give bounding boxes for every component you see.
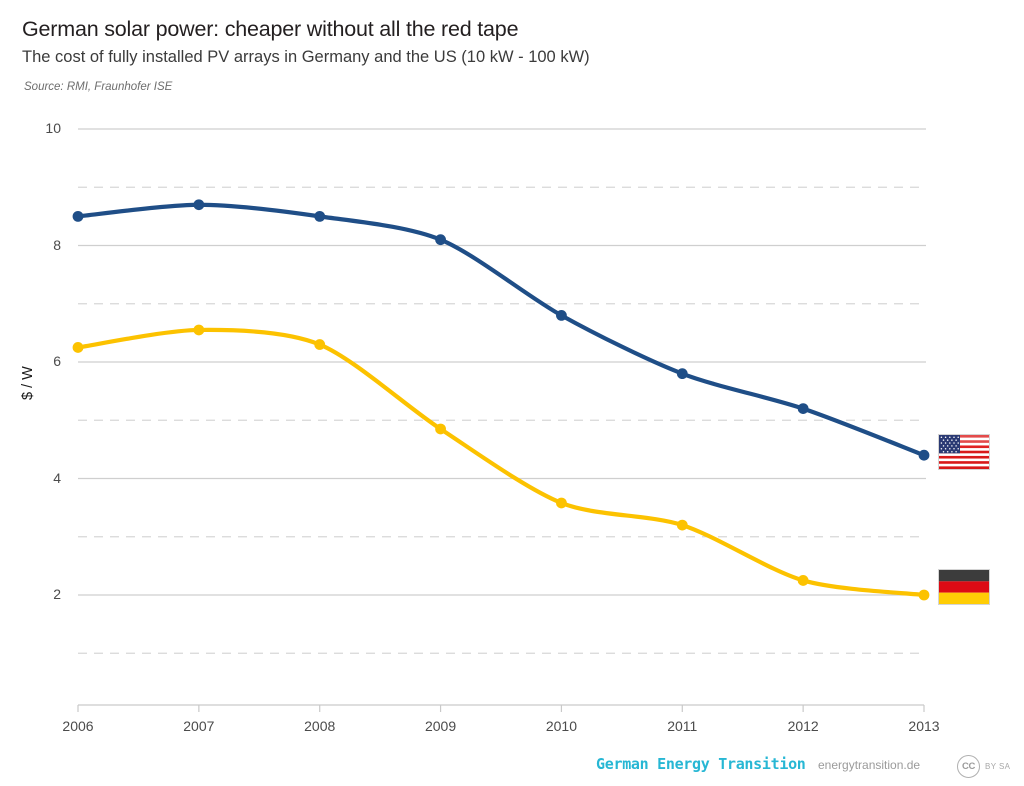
series-line-us (75, 202, 927, 458)
data-point (676, 519, 688, 531)
de-flag-svg (939, 570, 989, 604)
y-axis-label: $ / W (20, 366, 36, 400)
data-point (435, 423, 446, 435)
x-axis-tick-label: 2008 (304, 718, 336, 734)
x-axis-tick-label: 2007 (183, 718, 215, 734)
y-axis-tick-label: 4 (53, 469, 61, 486)
x-axis-tick-label: 2009 (424, 718, 457, 734)
data-point (193, 199, 205, 211)
y-axis-tick-label: 10 (45, 120, 61, 136)
brand-wordmark: German Energy Transition (596, 755, 806, 773)
data-point (797, 403, 809, 414)
data-point (314, 339, 326, 350)
creative-commons-badge: CC BY SA (957, 755, 1010, 778)
us-flag-svg (939, 435, 989, 469)
data-point (314, 210, 326, 222)
data-point (797, 575, 809, 586)
germany-flag-icon (938, 569, 990, 605)
site-url-text[interactable]: energytransition.de (818, 758, 921, 772)
series-points (72, 199, 930, 601)
x-axis-tick-label: 2013 (908, 718, 940, 734)
x-axis-tick-label: 2010 (545, 718, 577, 734)
data-point (556, 310, 567, 321)
x-axis-tick-label: 2011 (667, 718, 698, 734)
chart-subtitle: The cost of fully installed PV arrays in… (22, 47, 590, 66)
x-axis-tick-label: 2012 (787, 718, 819, 734)
minor-gridlines (78, 186, 926, 654)
cc-icon: CC (957, 755, 980, 778)
chart-header: German solar power: cheaper without all … (22, 16, 1002, 93)
data-point (918, 449, 930, 461)
data-point (72, 210, 84, 222)
data-point (556, 497, 567, 509)
y-axis-tick-label: 2 (53, 586, 61, 602)
cc-license-label: BY SA (985, 762, 1011, 771)
series-lines (75, 202, 927, 598)
y-axis-tick-label: 6 (53, 353, 61, 369)
major-gridlines (78, 128, 926, 596)
data-point (72, 342, 84, 353)
series-line-de (75, 327, 927, 598)
page-footer: German Energy Transition energytransitio… (0, 755, 1024, 786)
y-axis-tick-label: 8 (53, 236, 61, 253)
data-point (435, 234, 446, 246)
data-point (676, 368, 688, 380)
x-axis-tick-label: 2006 (62, 718, 94, 734)
data-point (193, 324, 205, 336)
united-states-flag-icon (938, 434, 990, 470)
x-axis (77, 704, 925, 712)
chart-source-note: Source: RMI, Fraunhofer ISE (24, 81, 173, 94)
data-point (918, 589, 930, 601)
page-title: German solar power: cheaper without all … (22, 17, 519, 41)
